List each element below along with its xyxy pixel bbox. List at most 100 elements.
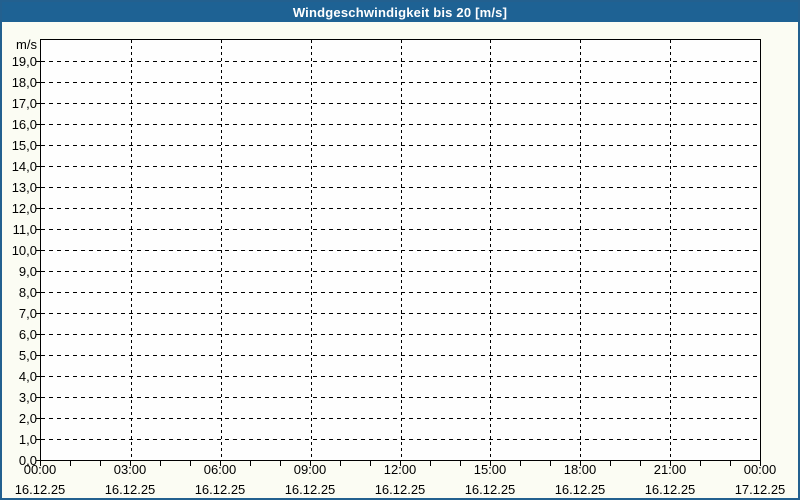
- v-gridline: [221, 40, 222, 460]
- h-gridline: [41, 166, 760, 167]
- x-tick-mark: [550, 461, 551, 466]
- y-tick-label: 0,0: [18, 453, 37, 468]
- chart-title-bar: Windgeschwindigkeit bis 20 [m/s]: [2, 2, 798, 22]
- y-tick-mark: [36, 229, 40, 230]
- h-gridline: [41, 292, 760, 293]
- x-tick-mark: [730, 461, 731, 466]
- y-tick-mark: [36, 82, 40, 83]
- h-gridline: [41, 271, 760, 272]
- y-tick-label: 11,0: [12, 222, 37, 237]
- h-gridline: [41, 82, 760, 83]
- h-gridline: [41, 103, 760, 104]
- h-gridline: [41, 208, 760, 209]
- y-tick-label: 5,0: [18, 348, 37, 363]
- x-tick-time-label: 12:00: [383, 462, 417, 477]
- y-tick-mark: [36, 124, 40, 125]
- h-gridline: [41, 418, 760, 419]
- y-tick-label: 6,0: [18, 327, 37, 342]
- h-gridline: [41, 124, 760, 125]
- y-tick-label: 15,0: [11, 138, 37, 153]
- y-tick-label: 7,0: [18, 306, 37, 321]
- v-gridline: [401, 40, 402, 460]
- h-gridline: [41, 61, 760, 62]
- v-gridline: [670, 40, 671, 460]
- x-tick-mark: [340, 461, 341, 466]
- chart-area: m/s 19,0 18,0 17,0 16,0 15,0 14,0 13,0 12,0 11,0…: [2, 22, 798, 498]
- h-gridline: [41, 313, 760, 314]
- y-tick-mark: [36, 187, 40, 188]
- x-tick-mark: [190, 461, 191, 466]
- x-tick-mark: [160, 461, 161, 466]
- h-gridline: [41, 334, 760, 335]
- y-tick-mark: [36, 208, 40, 209]
- x-tick-date-label: 16.12.25: [554, 482, 606, 497]
- x-tick-date-label: 16.12.25: [644, 482, 696, 497]
- x-tick-mark: [760, 461, 761, 466]
- x-tick-mark: [310, 461, 311, 466]
- y-tick-mark: [36, 250, 40, 251]
- x-tick-date-label: 16.12.25: [284, 482, 336, 497]
- h-gridline: [41, 397, 760, 398]
- h-gridline: [41, 187, 760, 188]
- y-tick-label: 10,0: [11, 243, 37, 258]
- y-tick-mark: [36, 313, 40, 314]
- y-tick-label: 4,0: [18, 369, 37, 384]
- y-tick-label: 16,0: [11, 117, 37, 132]
- y-tick-mark: [36, 334, 40, 335]
- y-tick-mark: [36, 292, 40, 293]
- v-gridline: [580, 40, 581, 460]
- y-axis-unit-label: m/s: [16, 37, 37, 52]
- x-tick-date-label: 16.12.25: [104, 482, 156, 497]
- y-tick-label: 13,0: [11, 180, 37, 195]
- x-tick-mark: [280, 461, 281, 466]
- y-tick-mark: [36, 61, 40, 62]
- y-tick-label: 2,0: [18, 411, 37, 426]
- chart-title: Windgeschwindigkeit bis 20 [m/s]: [292, 4, 508, 20]
- y-tick-label: 12,0: [11, 201, 37, 216]
- y-tick-label: 14,0: [11, 159, 37, 174]
- x-tick-date-label: 16.12.25: [464, 482, 516, 497]
- x-tick-time-label: 18:00: [563, 462, 597, 477]
- y-tick-mark: [36, 418, 40, 419]
- x-tick-time-label: 00:00: [743, 462, 777, 477]
- y-tick-mark: [36, 166, 40, 167]
- y-tick-mark: [36, 460, 40, 461]
- x-tick-mark: [580, 461, 581, 466]
- x-tick-mark: [610, 461, 611, 466]
- v-gridline: [131, 40, 132, 460]
- y-tick-label: 1,0: [18, 432, 37, 447]
- x-tick-mark: [430, 461, 431, 466]
- x-tick-mark: [670, 461, 671, 466]
- y-tick-mark: [36, 397, 40, 398]
- x-tick-mark: [520, 461, 521, 466]
- h-gridline: [41, 355, 760, 356]
- x-tick-mark: [640, 461, 641, 466]
- plot-area: [40, 39, 761, 461]
- v-gridline: [311, 40, 312, 460]
- y-tick-label: 17,0: [11, 96, 37, 111]
- y-tick-mark: [36, 271, 40, 272]
- x-tick-time-label: 15:00: [473, 462, 507, 477]
- x-tick-mark: [220, 461, 221, 466]
- x-tick-time-label: 00:00: [23, 462, 57, 477]
- x-tick-mark: [370, 461, 371, 466]
- x-tick-mark: [400, 461, 401, 466]
- x-tick-time-label: 03:00: [113, 462, 147, 477]
- v-gridline: [490, 40, 491, 460]
- x-tick-date-label: 16.12.25: [14, 482, 66, 497]
- y-tick-mark: [36, 439, 40, 440]
- x-tick-mark: [700, 461, 701, 466]
- x-tick-mark: [130, 461, 131, 466]
- x-tick-date-label: 16.12.25: [374, 482, 426, 497]
- y-tick-mark: [36, 376, 40, 377]
- x-tick-time-label: 21:00: [653, 462, 687, 477]
- y-tick-mark: [36, 103, 40, 104]
- x-tick-mark: [40, 461, 41, 466]
- h-gridline: [41, 250, 760, 251]
- x-tick-mark: [70, 461, 71, 466]
- x-tick-time-label: 06:00: [203, 462, 237, 477]
- y-tick-label: 9,0: [18, 264, 37, 279]
- x-tick-date-label: 17.12.25: [734, 482, 786, 497]
- x-tick-mark: [460, 461, 461, 466]
- x-tick-date-label: 16.12.25: [194, 482, 246, 497]
